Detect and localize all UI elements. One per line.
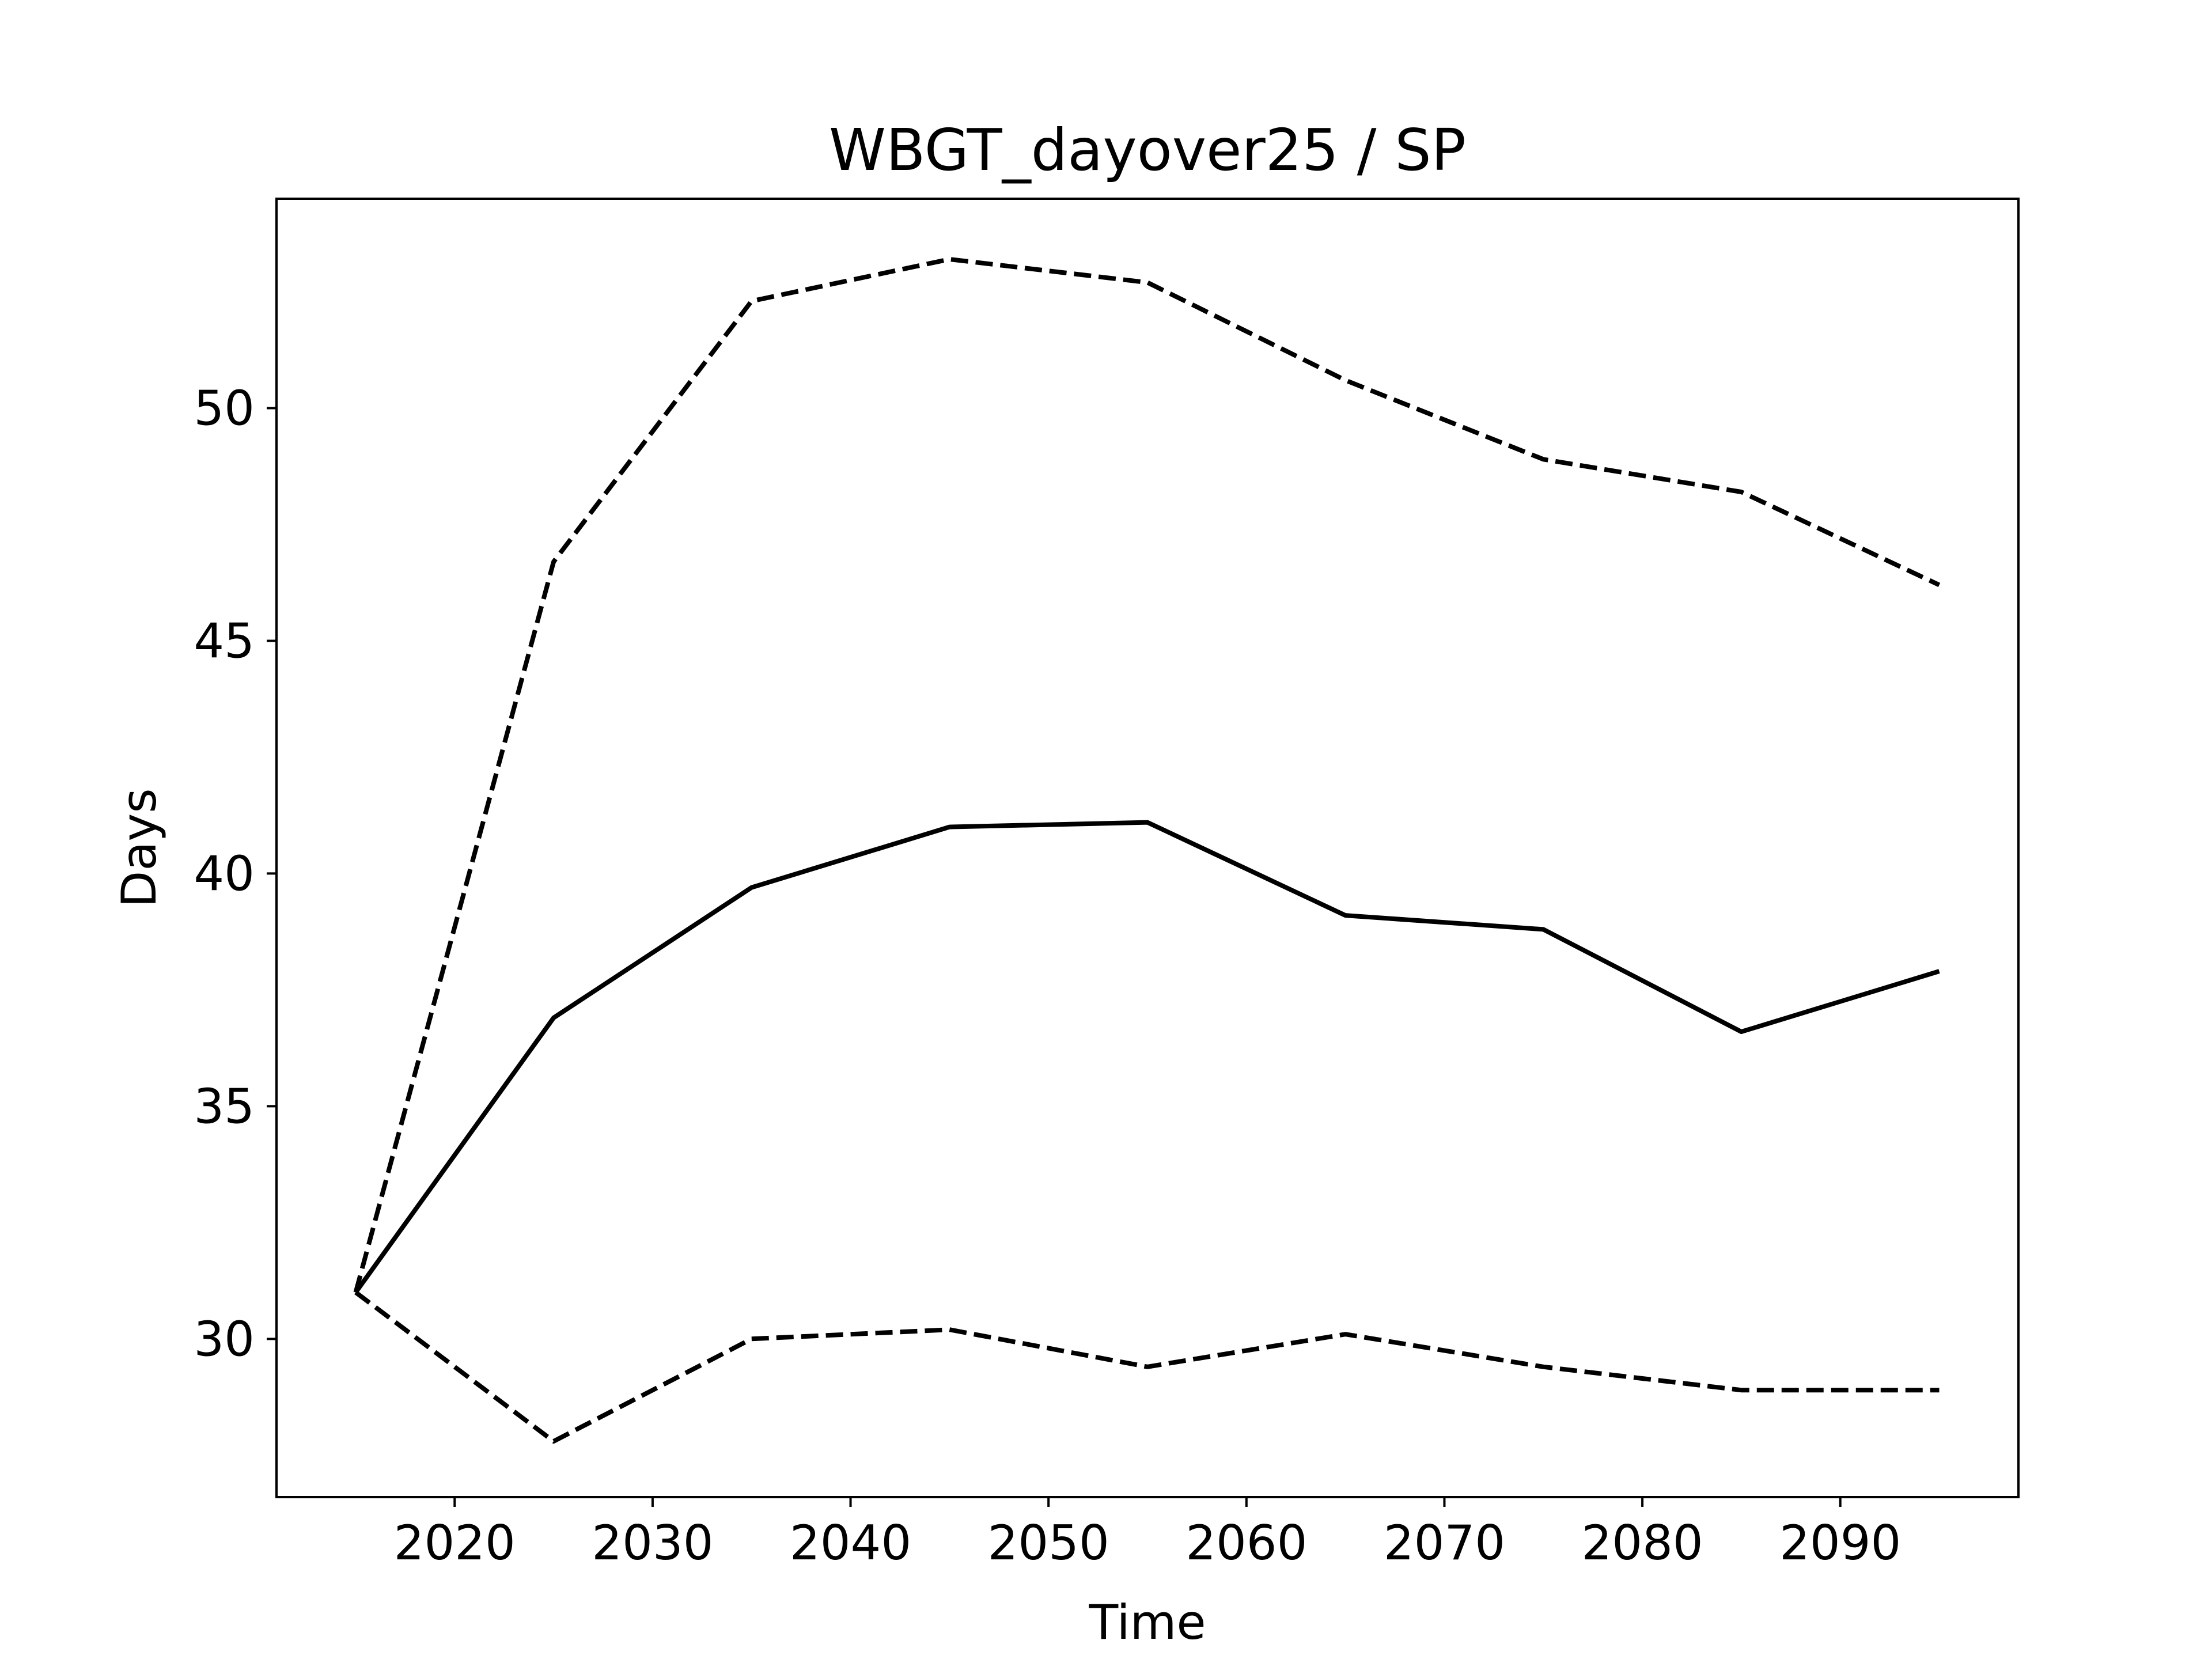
series-line-1 — [354, 820, 1940, 1294]
x-tick-label: 2050 — [988, 1515, 1109, 1571]
y-tick-label: 35 — [194, 1078, 255, 1134]
y-tick-label: 40 — [194, 846, 255, 902]
x-axis-label: Time — [1088, 1594, 1206, 1650]
x-tick-label: 2060 — [1185, 1515, 1307, 1571]
x-tick-label: 2030 — [592, 1515, 713, 1571]
x-tick-label: 2070 — [1384, 1515, 1505, 1571]
x-axis-ticks: 2020 2030 2040 2050 2060 2070 2080 2090 — [394, 1497, 1901, 1571]
x-tick-label: 2080 — [1581, 1515, 1703, 1571]
y-tick-label: 45 — [194, 613, 255, 669]
chart-title: WBGT_dayover25 / SP — [829, 116, 1466, 184]
plot-area-frame — [275, 198, 2020, 1498]
y-tick-label: 30 — [194, 1311, 255, 1367]
y-axis-ticks: 30 35 40 45 50 — [194, 381, 276, 1367]
x-tick-label: 2040 — [790, 1515, 911, 1571]
x-tick-label: 2020 — [394, 1515, 516, 1571]
series-line-3 — [354, 1290, 1940, 1444]
series-layer — [353, 257, 1941, 1444]
y-axis-label: Days — [111, 788, 167, 907]
x-tick-label: 2090 — [1779, 1515, 1901, 1571]
y-tick-label: 50 — [194, 381, 255, 437]
